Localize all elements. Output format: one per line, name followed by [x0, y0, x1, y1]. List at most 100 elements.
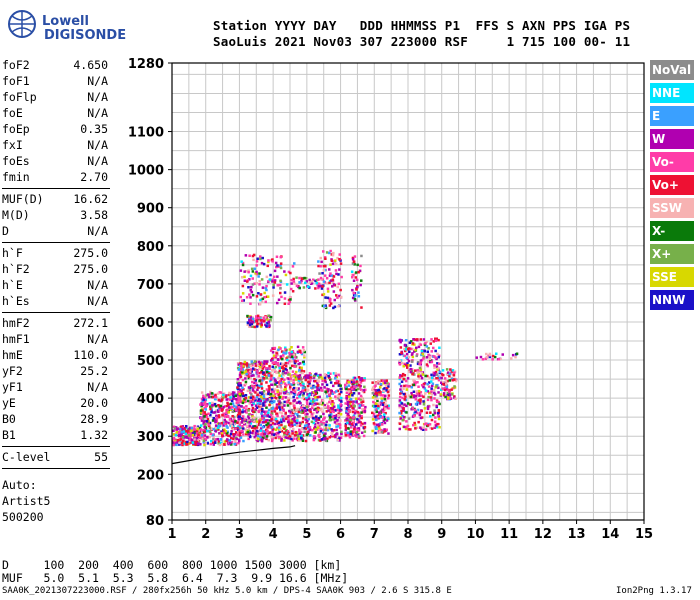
echo-point — [414, 427, 417, 430]
echo-point — [289, 402, 292, 405]
echo-point — [255, 426, 259, 429]
echo-point — [314, 287, 317, 290]
echo-point — [340, 390, 343, 394]
echo-point — [295, 420, 298, 424]
echo-point — [328, 274, 332, 277]
echo-point — [204, 413, 208, 416]
echo-point — [255, 260, 259, 263]
echo-point — [232, 418, 236, 421]
echo-point — [338, 268, 341, 271]
echo-point — [260, 438, 264, 441]
echo-point — [336, 256, 339, 260]
echo-point — [418, 362, 421, 366]
echo-point — [225, 404, 229, 408]
echo-point — [223, 405, 227, 408]
echo-point — [326, 402, 329, 405]
echo-point — [448, 393, 452, 397]
echo-point — [412, 338, 415, 341]
echo-point — [290, 346, 293, 349]
echo-point — [318, 402, 321, 406]
echo-point — [249, 302, 252, 305]
echo-point — [253, 381, 256, 385]
echo-point — [279, 408, 282, 411]
echo-point — [286, 371, 290, 375]
echo-point — [346, 401, 350, 404]
echo-point — [276, 397, 279, 400]
echo-point — [248, 420, 251, 424]
echo-point — [398, 427, 401, 431]
echo-point — [495, 352, 498, 355]
echo-point — [302, 349, 306, 352]
echo-point — [423, 407, 427, 410]
echo-point — [305, 376, 308, 380]
param-value: 275.0 — [73, 262, 108, 276]
echo-point — [284, 367, 287, 371]
echo-point — [398, 339, 401, 342]
echo-point — [269, 349, 273, 352]
echo-point — [436, 400, 439, 403]
echo-point — [184, 432, 188, 436]
echo-point — [259, 325, 263, 328]
echo-point — [199, 442, 202, 446]
echo-point — [318, 424, 321, 428]
echo-point — [420, 353, 423, 357]
echo-point — [354, 271, 358, 274]
echo-point — [363, 426, 367, 429]
echo-point — [398, 353, 402, 356]
echo-point — [286, 397, 290, 400]
echo-point — [258, 302, 262, 306]
echo-point — [434, 416, 437, 419]
echo-point — [291, 424, 294, 428]
echo-point — [240, 364, 243, 368]
echo-point — [424, 342, 427, 345]
echo-point — [200, 434, 204, 437]
echo-point — [374, 402, 378, 406]
echo-point — [280, 418, 283, 421]
echo-point — [349, 432, 352, 436]
echo-point — [384, 403, 387, 406]
echo-point — [226, 397, 230, 401]
param-name: fmin — [2, 170, 30, 184]
echo-point — [241, 261, 245, 265]
echo-point — [351, 406, 354, 410]
echo-point — [214, 440, 217, 443]
echo-point — [291, 418, 294, 421]
echo-point — [290, 432, 293, 436]
echo-point — [348, 436, 352, 439]
echo-point — [261, 421, 264, 424]
echo-point — [282, 370, 285, 373]
echo-point — [418, 366, 422, 370]
echo-point — [434, 339, 438, 342]
echo-point — [241, 368, 245, 371]
echo-point — [363, 410, 367, 413]
echo-point — [289, 354, 292, 357]
echo-point — [230, 399, 234, 403]
echo-point — [256, 372, 259, 375]
echo-point — [479, 355, 483, 359]
echo-point — [378, 427, 381, 430]
echo-point — [326, 437, 329, 440]
echo-point — [246, 420, 249, 424]
echo-point — [399, 388, 402, 391]
echo-point — [260, 261, 264, 265]
echo-point — [280, 430, 283, 433]
echo-point — [204, 423, 207, 426]
echo-point — [405, 411, 408, 414]
echo-point — [299, 376, 303, 380]
echo-point — [336, 438, 340, 442]
param-row-he: h`E N/A — [2, 278, 108, 294]
echo-point — [260, 278, 264, 281]
echo-point — [301, 420, 304, 424]
echo-point — [419, 361, 423, 364]
echo-point — [348, 410, 351, 413]
echo-point — [283, 400, 286, 404]
echo-point — [217, 414, 221, 417]
echo-point — [301, 434, 305, 437]
echo-point — [249, 391, 252, 395]
echo-point — [485, 356, 489, 359]
echo-point — [238, 412, 241, 416]
echo-point — [244, 380, 248, 384]
echo-point — [353, 376, 357, 380]
echo-point — [214, 395, 218, 399]
echo-point — [426, 374, 429, 378]
